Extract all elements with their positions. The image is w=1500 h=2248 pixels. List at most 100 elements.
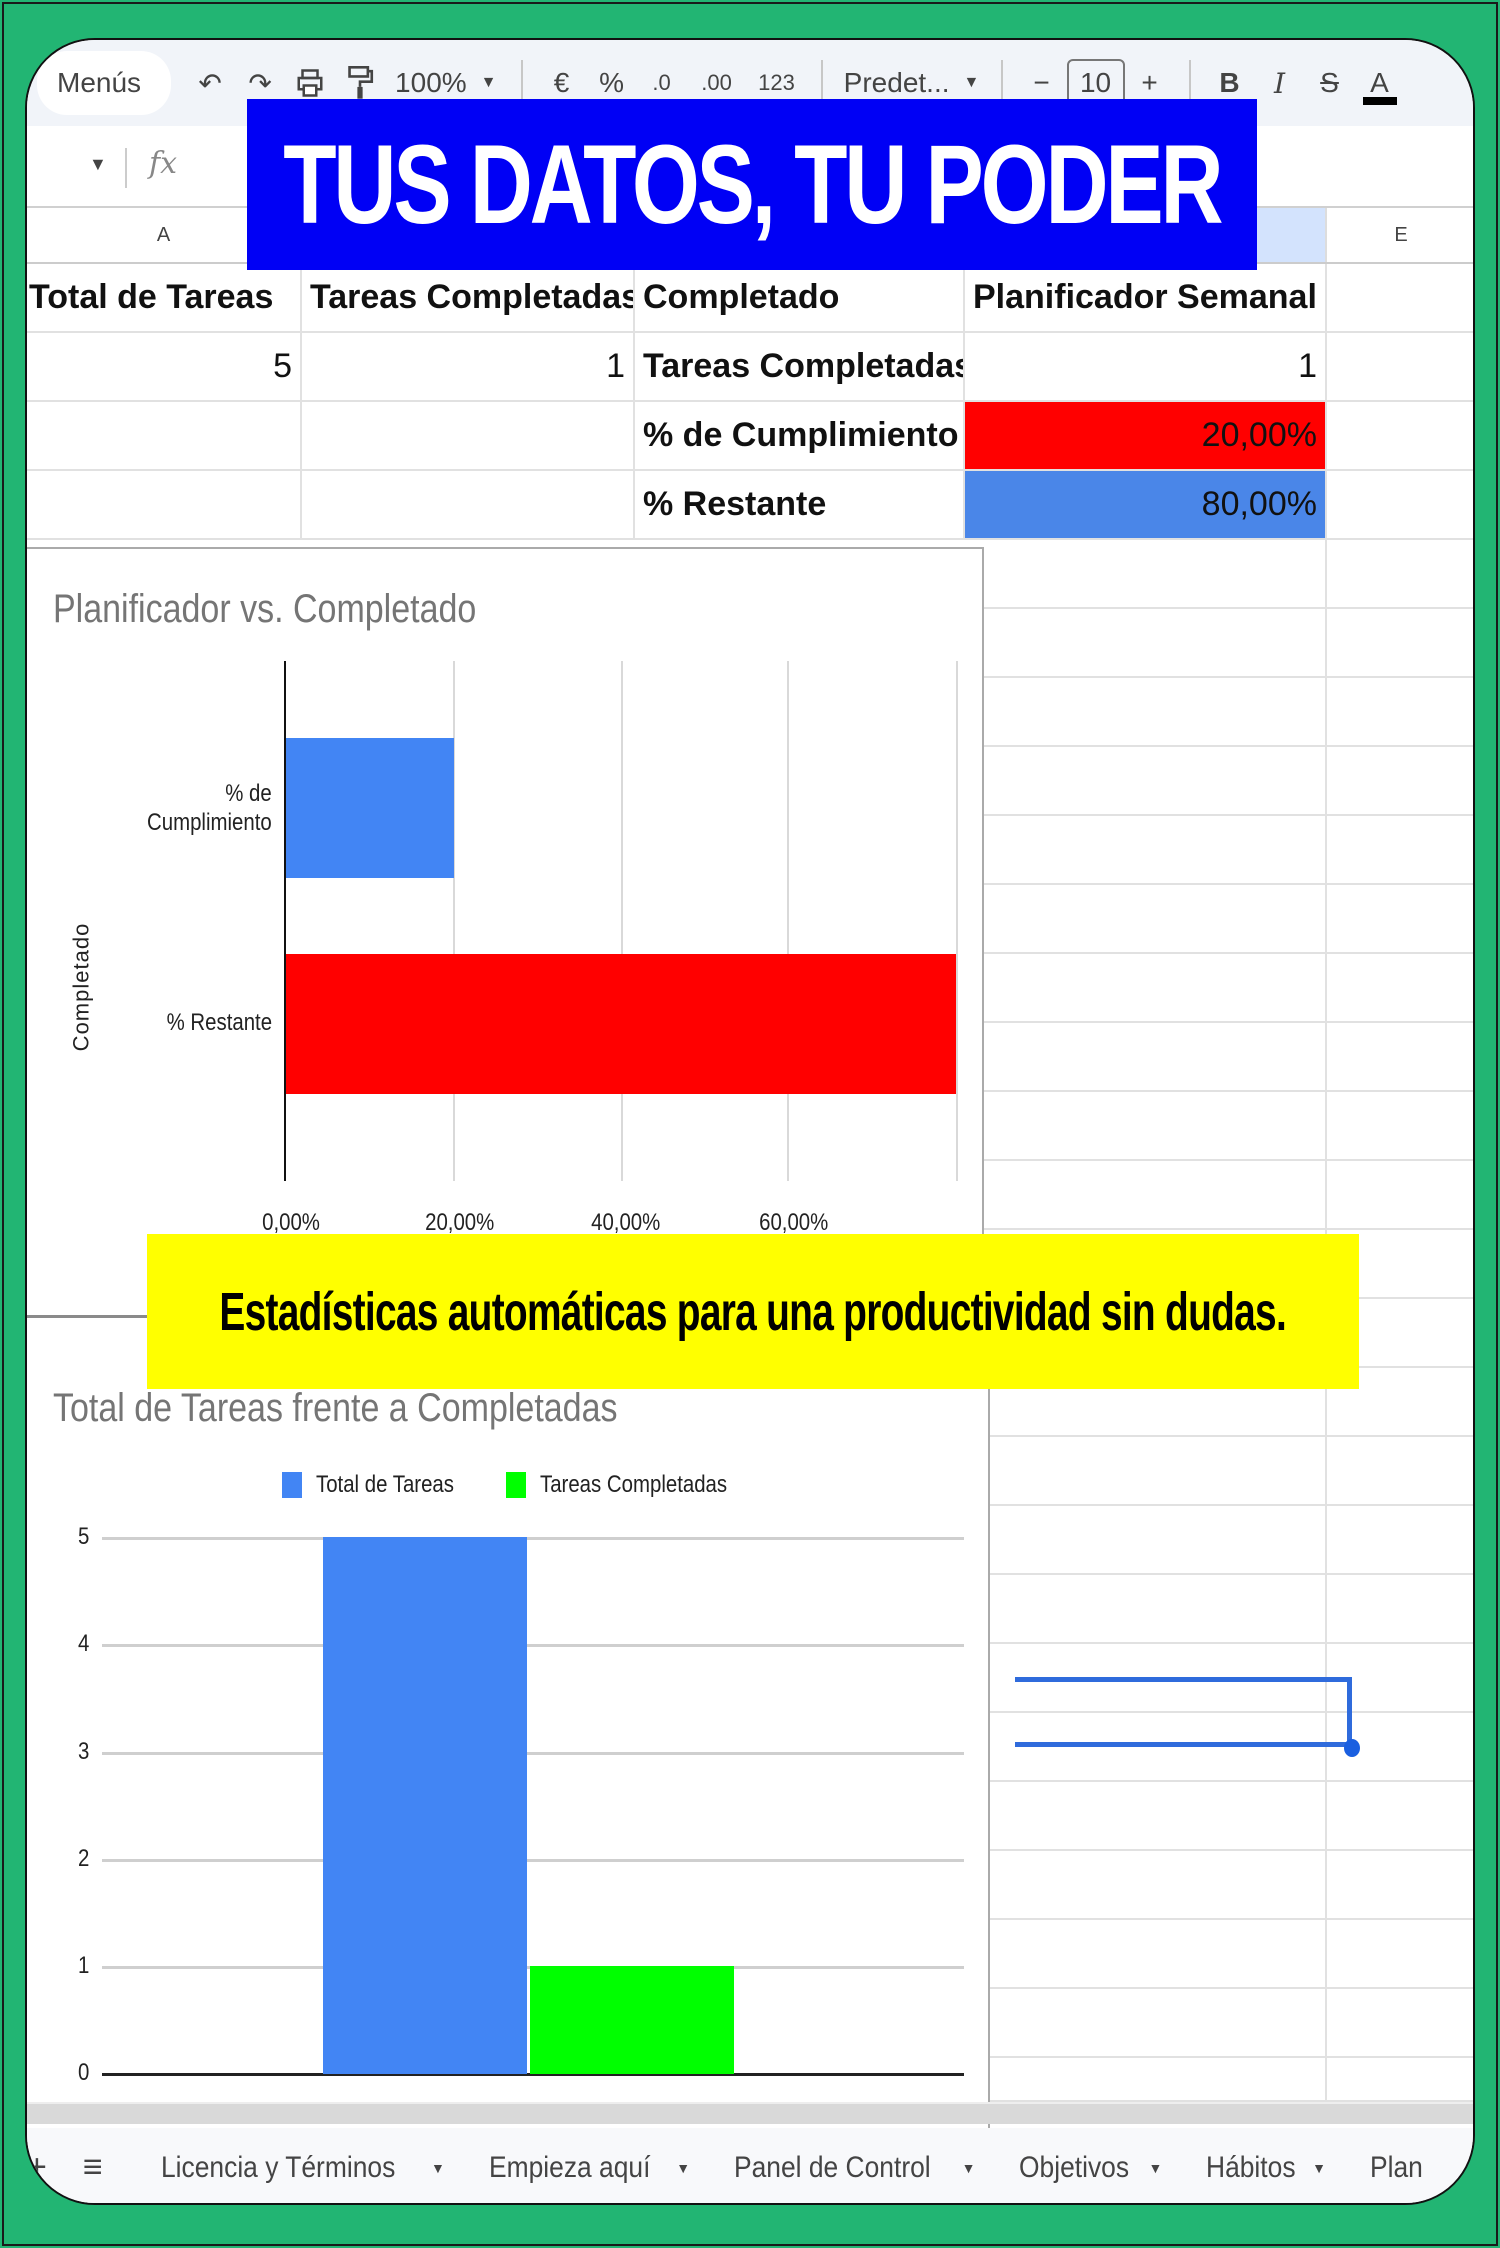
- cell-a3[interactable]: [27, 402, 302, 469]
- cell-e2[interactable]: [1327, 333, 1473, 400]
- legend-label: Total de Tareas: [316, 1471, 454, 1498]
- table-row: % Restante 80,00%: [27, 471, 1473, 540]
- horizontal-scrollbar[interactable]: [27, 2102, 1473, 2124]
- tab-objetivos[interactable]: Objetivos ▼: [997, 2151, 1184, 2185]
- y-tick: 5: [78, 1523, 90, 1550]
- menus-label: Menús: [57, 67, 142, 98]
- undo-button[interactable]: ↶: [185, 53, 235, 113]
- tab-label: Empieza aquí: [488, 2150, 651, 2184]
- number-format-button[interactable]: 123: [747, 53, 807, 113]
- redo-button[interactable]: ↷: [235, 53, 285, 113]
- x-tick: 20,00%: [425, 1209, 495, 1236]
- cell-c2[interactable]: Tareas Completadas: [635, 333, 965, 400]
- menus-search[interactable]: Menús: [37, 51, 172, 115]
- gridline: [787, 661, 789, 1181]
- headline-text: TUS DATOS, TU PODER: [283, 122, 1223, 247]
- strikethrough-button[interactable]: S: [1305, 53, 1355, 113]
- divider: [520, 60, 523, 106]
- euro-icon: €: [553, 67, 570, 98]
- paint-format-button[interactable]: [335, 53, 385, 113]
- cell-e1[interactable]: [1327, 264, 1473, 331]
- name-box-dropdown[interactable]: ▼: [89, 154, 107, 174]
- tab-empieza-aqui[interactable]: Empieza aquí ▼: [467, 2151, 712, 2185]
- bold-button[interactable]: B: [1205, 53, 1255, 113]
- y-tick: 0: [78, 2059, 90, 2086]
- y-tick: 2: [78, 1845, 90, 1872]
- decrease-font-size-button[interactable]: −: [1017, 53, 1067, 113]
- cell-a4[interactable]: [27, 471, 302, 538]
- font-size-value: 10: [1079, 67, 1112, 98]
- plus-icon: +: [1141, 67, 1158, 98]
- gridline: [621, 661, 623, 1181]
- increase-font-size-button[interactable]: +: [1125, 53, 1175, 113]
- cell-a1[interactable]: Total de Tareas: [27, 264, 302, 331]
- tab-habitos[interactable]: Hábitos ▼: [1184, 2151, 1348, 2185]
- cell-b1[interactable]: Tareas Completadas: [302, 264, 635, 331]
- percent-button[interactable]: %: [587, 53, 637, 113]
- chevron-down-icon: ▼: [963, 74, 980, 91]
- cell-a2[interactable]: 5: [27, 333, 302, 400]
- cell-d2[interactable]: 1: [965, 333, 1327, 400]
- tab-plan[interactable]: Plan: [1348, 2151, 1452, 2185]
- decrease-decimals-button[interactable]: .0: [637, 53, 687, 113]
- cell-c3[interactable]: % de Cumplimiento: [635, 402, 965, 469]
- tab-label: Objetivos: [1019, 2150, 1130, 2184]
- category-label: % de Cumplimiento: [147, 780, 272, 836]
- gridline: [102, 1537, 964, 1540]
- table-row: 5 1 Tareas Completadas 1: [27, 333, 1473, 402]
- cell-d4[interactable]: 80,00%: [965, 471, 1327, 538]
- gridline: [956, 661, 958, 1181]
- bar-restante[interactable]: [286, 954, 956, 1094]
- add-sheet-button[interactable]: +: [27, 2148, 47, 2186]
- bar-tareas-completadas[interactable]: [530, 1966, 734, 2074]
- cell-d3[interactable]: 20,00%: [965, 402, 1327, 469]
- currency-button[interactable]: €: [537, 53, 587, 113]
- tab-label: Panel de Control: [734, 2150, 931, 2184]
- chart-title: Planificador vs. Completado: [53, 587, 477, 631]
- tab-panel-de-control[interactable]: Panel de Control ▼: [712, 2151, 997, 2185]
- legend-swatch: [282, 1472, 302, 1498]
- divider: [820, 60, 823, 106]
- cell-selection[interactable]: [1015, 1677, 1352, 1747]
- x-tick: 0,00%: [262, 1209, 320, 1236]
- italic-icon: I: [1273, 66, 1286, 100]
- cell-e3[interactable]: [1327, 402, 1473, 469]
- zoom-value: 100%: [395, 67, 467, 98]
- font-select[interactable]: Predet... ▼: [837, 53, 987, 113]
- italic-button[interactable]: I: [1255, 53, 1305, 113]
- x-axis-line: [102, 2073, 964, 2076]
- column-header-e[interactable]: E: [1327, 208, 1473, 262]
- chart-planificador-vs-completado[interactable]: Planificador vs. Completado Completado %…: [27, 547, 984, 1323]
- legend-label: Tareas Completadas: [540, 1471, 728, 1498]
- percent-icon: %: [599, 67, 624, 98]
- y-axis-line: [284, 661, 286, 1181]
- cell-d1[interactable]: Planificador Semanal: [965, 264, 1327, 331]
- font-value: Predet...: [843, 67, 950, 98]
- cell-e4[interactable]: [1327, 471, 1473, 538]
- text-color-button[interactable]: A: [1355, 53, 1405, 113]
- bar-cumplimiento[interactable]: [286, 738, 454, 878]
- chart-total-vs-completadas[interactable]: Total de Tareas frente a Completadas Tot…: [27, 1315, 990, 2130]
- cell-b3[interactable]: [302, 402, 635, 469]
- print-button[interactable]: [285, 53, 335, 113]
- cell-c1[interactable]: Completado: [635, 264, 965, 331]
- all-sheets-button[interactable]: ≡: [82, 2148, 103, 2186]
- text-color-icon: A: [1370, 67, 1389, 98]
- y-tick: 1: [78, 1952, 90, 1979]
- increase-decimals-button[interactable]: .00: [687, 53, 747, 113]
- table-row: % de Cumplimiento 20,00%: [27, 402, 1473, 471]
- tab-label: Hábitos: [1206, 2150, 1296, 2184]
- divider: [125, 148, 127, 188]
- cell-c4[interactable]: % Restante: [635, 471, 965, 538]
- zoom-select[interactable]: 100% ▼: [385, 53, 506, 113]
- gridline: [102, 1752, 964, 1755]
- tab-licencia-y-terminos[interactable]: Licencia y Términos ▼: [139, 2151, 467, 2185]
- fill-handle[interactable]: [1344, 1739, 1360, 1757]
- bar-total-de-tareas[interactable]: [323, 1537, 527, 2074]
- cell-b2[interactable]: 1: [302, 333, 635, 400]
- print-icon: [297, 69, 323, 97]
- minus-icon: −: [1033, 67, 1050, 98]
- cell-b4[interactable]: [302, 471, 635, 538]
- chevron-down-icon: ▼: [961, 2159, 976, 2176]
